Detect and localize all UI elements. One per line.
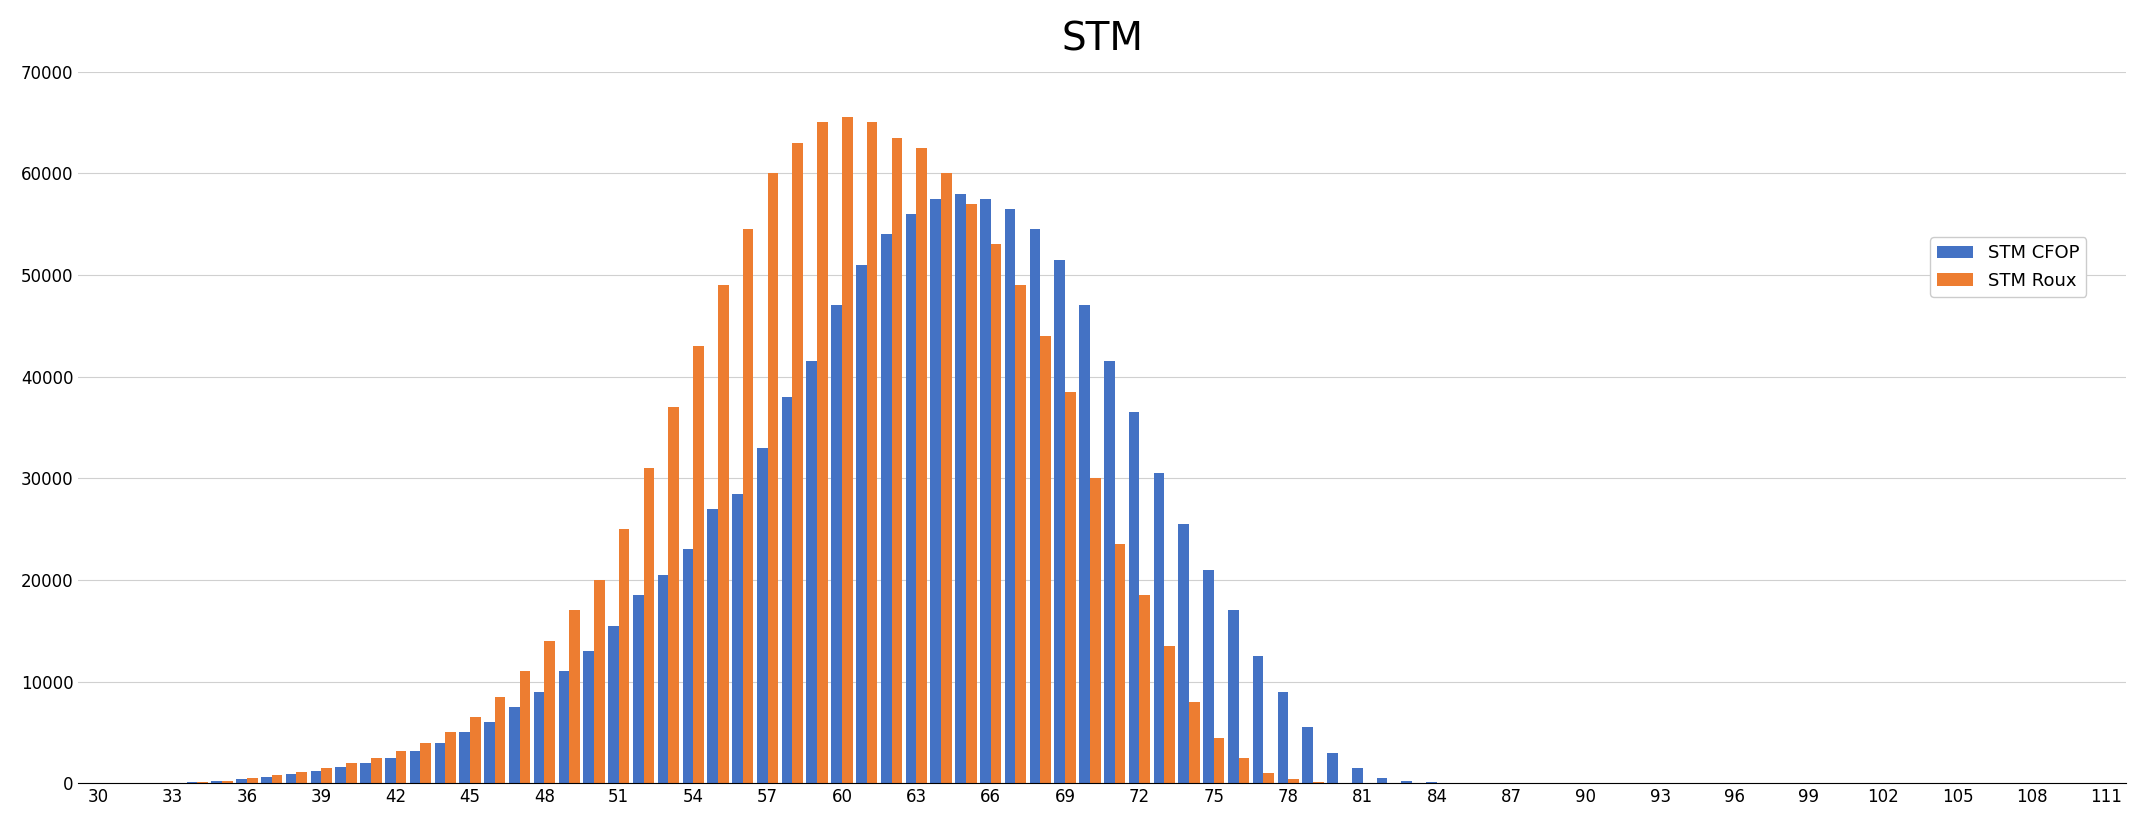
Bar (470, 717, 481, 783)
Bar (880, 234, 891, 783)
Bar (247, 778, 258, 783)
Bar (940, 174, 951, 783)
Bar (286, 774, 296, 783)
Bar (1228, 610, 1239, 783)
Bar (198, 782, 208, 783)
Bar (346, 763, 356, 783)
Bar (296, 772, 307, 783)
Title: STM: STM (1061, 21, 1142, 59)
Bar (1114, 544, 1125, 783)
Bar (644, 468, 655, 783)
Bar (917, 148, 928, 783)
Bar (545, 641, 556, 783)
Bar (818, 122, 829, 783)
Bar (1288, 779, 1299, 783)
Bar (322, 768, 333, 783)
Bar (1202, 570, 1213, 783)
Bar (1376, 778, 1387, 783)
Bar (1153, 473, 1164, 783)
Bar (210, 782, 221, 783)
Bar (955, 194, 966, 783)
Bar (857, 265, 867, 783)
Bar (584, 651, 595, 783)
Bar (485, 722, 494, 783)
Bar (633, 595, 644, 783)
Bar (990, 245, 1001, 783)
Bar (758, 447, 766, 783)
Bar (384, 758, 395, 783)
Bar (717, 285, 728, 783)
Bar (1277, 692, 1288, 783)
Bar (371, 758, 382, 783)
Bar (807, 361, 818, 783)
Bar (1314, 782, 1325, 783)
Bar (361, 763, 371, 783)
Bar (236, 779, 247, 783)
Bar (706, 509, 717, 783)
Bar (262, 777, 273, 783)
Bar (558, 672, 569, 783)
Bar (1065, 392, 1076, 783)
Bar (792, 143, 803, 783)
Bar (608, 626, 618, 783)
Bar (520, 672, 530, 783)
Bar (221, 782, 232, 783)
Bar (1303, 728, 1314, 783)
Bar (434, 743, 444, 783)
Bar (930, 198, 940, 783)
Bar (1016, 285, 1026, 783)
Bar (782, 397, 792, 783)
Bar (1239, 758, 1250, 783)
Bar (569, 610, 580, 783)
Bar (1005, 209, 1016, 783)
Bar (1426, 782, 1436, 783)
Bar (311, 771, 322, 783)
Bar (1252, 657, 1262, 783)
Bar (966, 203, 977, 783)
Bar (766, 174, 777, 783)
Legend: STM CFOP, STM Roux: STM CFOP, STM Roux (1930, 237, 2087, 297)
Bar (395, 751, 406, 783)
Bar (743, 229, 754, 783)
Bar (410, 751, 421, 783)
Bar (831, 305, 842, 783)
Bar (421, 743, 432, 783)
Bar (1213, 738, 1224, 783)
Bar (1104, 361, 1114, 783)
Bar (509, 707, 520, 783)
Bar (842, 117, 852, 783)
Bar (494, 697, 505, 783)
Bar (906, 214, 917, 783)
Bar (657, 575, 668, 783)
Bar (459, 733, 470, 783)
Bar (1054, 260, 1065, 783)
Bar (273, 775, 283, 783)
Bar (1129, 412, 1140, 783)
Bar (683, 549, 693, 783)
Bar (1031, 229, 1041, 783)
Bar (1080, 305, 1091, 783)
Bar (693, 347, 704, 783)
Bar (1262, 773, 1273, 783)
Bar (891, 138, 902, 783)
Bar (335, 767, 346, 783)
Bar (618, 529, 629, 783)
Bar (1091, 478, 1101, 783)
Bar (668, 407, 678, 783)
Bar (595, 580, 605, 783)
Bar (444, 733, 455, 783)
Bar (1164, 646, 1174, 783)
Bar (1140, 595, 1151, 783)
Bar (1353, 768, 1363, 783)
Bar (732, 494, 743, 783)
Bar (1327, 753, 1338, 783)
Bar (1179, 524, 1189, 783)
Bar (187, 782, 198, 783)
Bar (1041, 336, 1050, 783)
Bar (979, 198, 990, 783)
Bar (1189, 702, 1200, 783)
Bar (1402, 782, 1413, 783)
Bar (535, 692, 545, 783)
Bar (867, 122, 878, 783)
